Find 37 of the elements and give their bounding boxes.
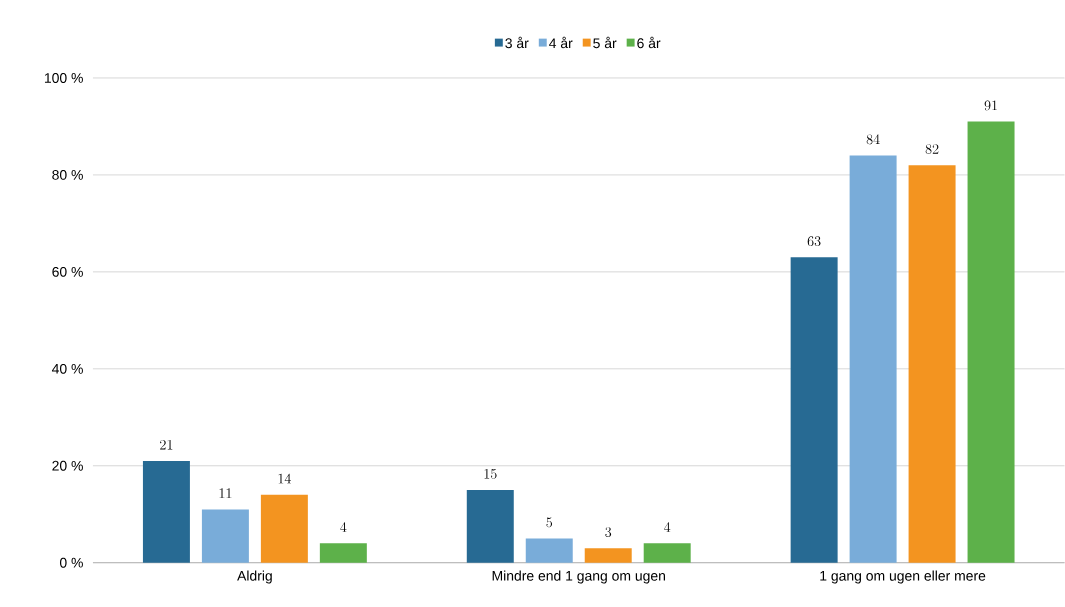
y-tick-label: 40 % [51, 364, 83, 374]
bar [260, 495, 308, 563]
data-label: 91 [984, 100, 997, 111]
bar [584, 548, 632, 563]
x-tick-label: Aldrig [237, 570, 272, 584]
bar [142, 461, 190, 563]
bar [849, 155, 897, 563]
data-label: 15 [484, 469, 497, 479]
data-label: 4 [664, 522, 671, 532]
y-tick-label: 20 % [52, 460, 83, 471]
data-label: 14 [278, 473, 291, 484]
bar [201, 509, 249, 563]
x-tick-label: 1 gang om ugen eller mere [820, 570, 986, 584]
data-label: 11 [219, 488, 232, 499]
y-tick-label: 80 % [52, 170, 83, 180]
data-label: 21 [160, 440, 173, 450]
legend-label: 6 år [637, 36, 661, 49]
bar [967, 121, 1015, 563]
y-tick-label: 0 % [59, 557, 83, 568]
data-label: 84 [866, 134, 880, 145]
data-label: 63 [807, 236, 821, 247]
bar [643, 543, 691, 563]
legend-label: 3 år [505, 36, 529, 49]
bar [790, 257, 838, 563]
data-label: 82 [925, 144, 939, 155]
bar [466, 490, 514, 563]
bar [525, 538, 573, 563]
data-label: 4 [340, 522, 347, 532]
y-tick-label: 100 % [44, 73, 83, 84]
legend-label: 4 år [549, 36, 573, 49]
x-tick-label: Mindre end 1 gang om ugen [492, 570, 665, 584]
bar [319, 543, 367, 563]
legend-label: 5 år [593, 36, 617, 49]
bar [908, 165, 956, 563]
data-label: 5 [546, 517, 553, 528]
y-tick-label: 60 % [52, 267, 83, 277]
data-label: 3 [605, 527, 612, 538]
